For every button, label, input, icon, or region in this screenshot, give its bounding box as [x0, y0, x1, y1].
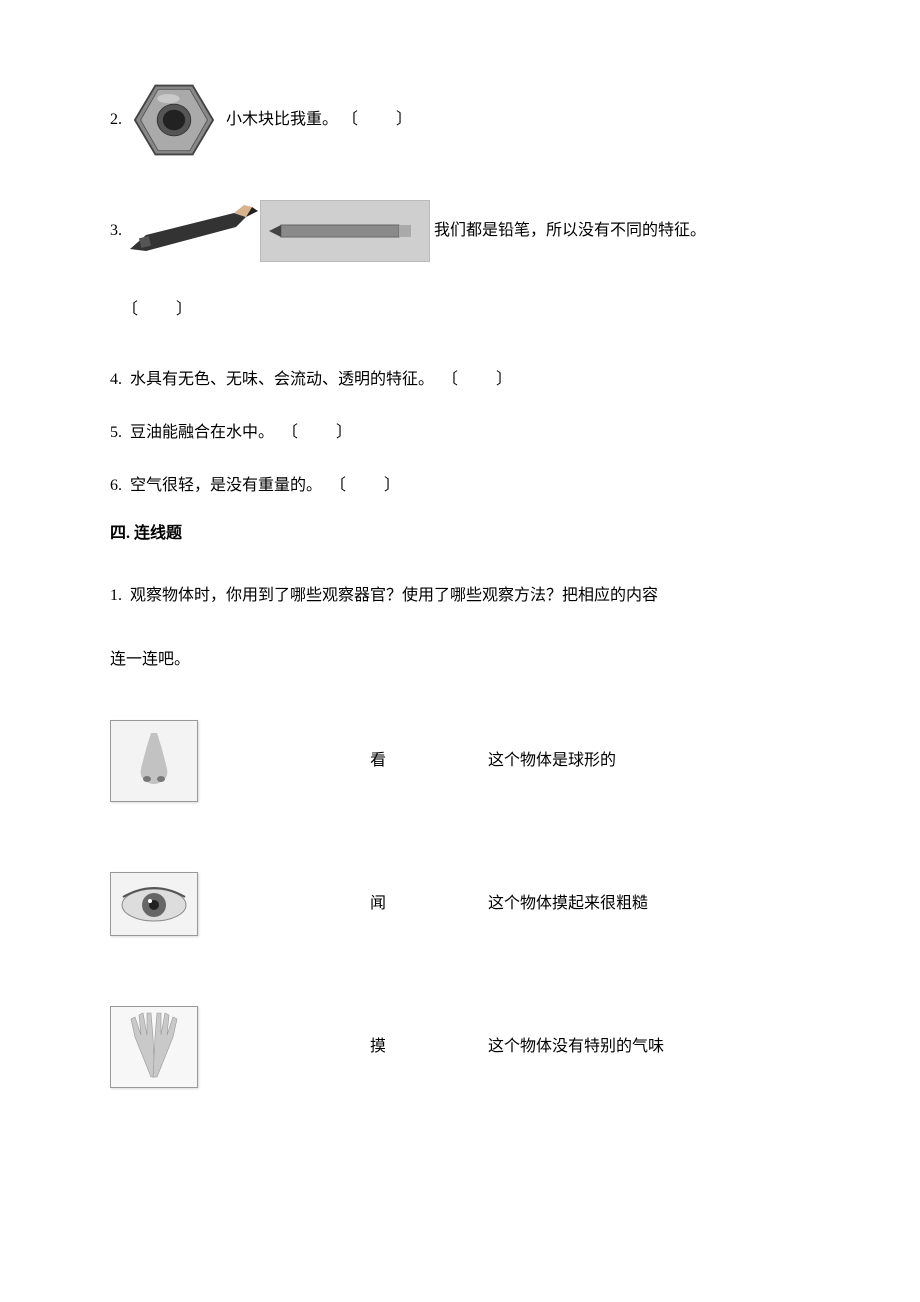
- question-6: 6. 空气很轻，是没有重量的。 〔 〕: [110, 468, 920, 503]
- q5-text: 豆油能融合在水中。: [130, 424, 274, 441]
- hands-image: [110, 1006, 198, 1088]
- q3-number: 3.: [110, 219, 122, 243]
- q2-paren: 〔 〕: [342, 108, 414, 132]
- match-q1-text2: 连一连吧。: [110, 651, 190, 668]
- match-verb-1: 看: [348, 749, 408, 773]
- q5-paren: 〔 〕: [282, 424, 354, 441]
- q6-number: 6.: [110, 477, 122, 494]
- pencil-image-2: [260, 200, 430, 262]
- q6-text: 空气很轻，是没有重量的。: [130, 477, 322, 494]
- match-q1-number: 1.: [110, 587, 122, 604]
- match-row-2: 闻 这个物体摸起来很粗糙: [110, 872, 920, 936]
- question-5: 5. 豆油能融合在水中。 〔 〕: [110, 415, 920, 450]
- question-3: 3. 我们都是铅笔，所以没有不同的特征。: [110, 200, 920, 262]
- match-desc-2: 这个物体摸起来很粗糙: [488, 892, 648, 916]
- match-intro: 1. 观察物体时，你用到了哪些观察器官？使用了哪些观察方法？把相应的内容 连一连…: [110, 564, 920, 692]
- q4-paren: 〔 〕: [442, 371, 514, 388]
- nose-image: [110, 720, 198, 802]
- q3-text: 我们都是铅笔，所以没有不同的特征。: [434, 219, 706, 243]
- q2-text: 小木块比我重。: [226, 108, 338, 132]
- match-row-1: 看 这个物体是球形的: [110, 720, 920, 802]
- hex-nut-image: [126, 80, 222, 160]
- section-4-heading: 四. 连线题: [110, 522, 920, 546]
- question-4: 4. 水具有无色、无味、会流动、透明的特征。 〔 〕: [110, 362, 920, 397]
- question-2: 2. 小木块比我重。 〔 〕: [110, 80, 920, 160]
- q4-text: 水具有无色、无味、会流动、透明的特征。: [130, 371, 434, 388]
- match-desc-1: 这个物体是球形的: [488, 749, 616, 773]
- match-verb-3: 摸: [348, 1035, 408, 1059]
- eye-image: [110, 872, 198, 936]
- match-q1-text: 观察物体时，你用到了哪些观察器官？使用了哪些观察方法？把相应的内容: [130, 587, 658, 604]
- q2-number: 2.: [110, 108, 122, 132]
- match-row-3: 摸 这个物体没有特别的气味: [110, 1006, 920, 1088]
- pencil-image-1: [126, 201, 260, 261]
- q6-paren: 〔 〕: [330, 477, 402, 494]
- q3-paren: 〔 〕: [122, 301, 194, 318]
- match-verb-2: 闻: [348, 892, 408, 916]
- match-desc-3: 这个物体没有特别的气味: [488, 1035, 664, 1059]
- q4-number: 4.: [110, 371, 122, 388]
- q3-paren-row: 〔 〕: [118, 298, 920, 322]
- q5-number: 5.: [110, 424, 122, 441]
